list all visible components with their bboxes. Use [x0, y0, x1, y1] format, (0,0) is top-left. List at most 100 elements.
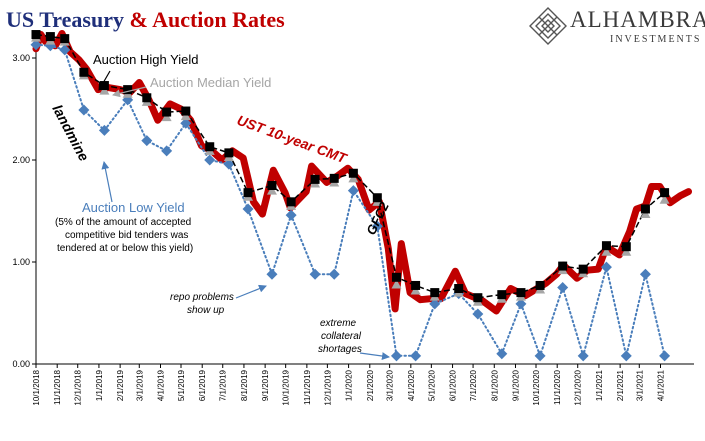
series-layer: [30, 30, 692, 362]
label-median-yield: Auction Median Yield: [150, 75, 271, 90]
point-auction-low-yield: [410, 350, 422, 362]
x-tick-label: 4/1/2020: [407, 369, 416, 401]
x-tick-label: 1/1/2019: [95, 369, 104, 401]
x-tick-label: 11/1/2018: [53, 369, 62, 405]
x-tick-label: 9/1/2020: [511, 369, 520, 401]
x-tick-label: 10/1/2018: [32, 369, 41, 405]
point-auction-high-yield: [640, 204, 650, 214]
arrow-repo-problems: [235, 284, 267, 299]
point-auction-low-yield: [429, 298, 441, 310]
y-tick-label: 1.00: [12, 257, 30, 267]
label-low-note-1: (5% of the amount of accepted: [55, 217, 191, 228]
point-auction-high-yield: [224, 148, 234, 158]
arrow-collateral: [359, 352, 390, 361]
point-auction-high-yield: [621, 242, 631, 252]
label-high-yield: Auction High Yield: [93, 52, 199, 67]
logo-subtitle: INVESTMENTS: [610, 34, 702, 45]
point-auction-high-yield: [31, 30, 41, 40]
point-auction-high-yield: [310, 174, 320, 184]
series-line-auction-low-yield: [35, 43, 666, 360]
label-repo-problems-2: show up: [187, 305, 225, 316]
label-low-note-3: tendered at or below this yield): [57, 243, 193, 254]
x-tick-label: 2/1/2019: [116, 369, 125, 401]
point-auction-low-yield: [59, 44, 71, 56]
point-auction-high-yield: [473, 293, 483, 303]
point-auction-high-yield: [454, 284, 464, 294]
x-tick-label: 3/1/2021: [635, 369, 644, 401]
x-tick-label: 1/1/2021: [595, 369, 604, 401]
x-tick-label: 1/1/2020: [345, 369, 354, 401]
point-auction-low-yield: [98, 124, 110, 136]
x-tick-label: 11/1/2020: [553, 369, 562, 405]
point-auction-low-yield: [141, 135, 153, 147]
alhambra-logo: ALHAMBRA INVESTMENTS: [528, 6, 705, 46]
point-auction-high-yield: [123, 85, 133, 95]
point-auction-high-yield: [329, 173, 339, 183]
point-auction-high-yield: [601, 241, 611, 251]
point-auction-median-yield: [601, 246, 612, 256]
x-tick-label: 6/1/2020: [449, 369, 458, 401]
point-auction-low-yield: [515, 298, 527, 310]
point-auction-median-yield: [180, 111, 191, 121]
point-auction-high-yield: [372, 193, 382, 203]
x-tick-label: 8/1/2020: [490, 369, 499, 401]
x-tick-label: 2/1/2020: [366, 369, 375, 401]
point-auction-low-yield: [371, 220, 383, 232]
point-auction-high-yield: [142, 93, 152, 103]
x-tick-label: 12/1/2019: [323, 369, 332, 405]
label-repo-problems-1: repo problems: [170, 292, 234, 303]
x-tick-label: 7/1/2020: [469, 369, 478, 401]
label-collateral-1: extreme: [320, 318, 357, 329]
series-line-ust-10-year-cmt: [32, 30, 692, 315]
label-low-yield: Auction Low Yield: [82, 200, 185, 215]
y-tick-label: 2.00: [12, 155, 30, 165]
axes: 0.00 1.00 2.00 3.00 10/1/2018 11/1/2018 12/1/2…: [12, 52, 694, 406]
point-auction-low-yield: [347, 185, 359, 197]
point-auction-low-yield: [223, 158, 235, 170]
point-auction-high-yield: [243, 188, 253, 198]
point-auction-low-yield: [204, 154, 216, 166]
point-auction-low-yield: [496, 348, 508, 360]
point-auction-high-yield: [578, 264, 588, 274]
diamond-pattern-icon: [529, 7, 567, 45]
label-low-note-2: competitive bid tenders was: [65, 230, 188, 241]
x-tick-label: 2/1/2021: [616, 369, 625, 401]
arrow-high-yield: [98, 70, 111, 91]
point-auction-high-yield: [45, 32, 55, 42]
point-auction-high-yield: [391, 272, 401, 282]
point-auction-high-yield: [181, 106, 191, 116]
y-tick-label: 3.00: [12, 53, 30, 63]
point-auction-high-yield: [60, 34, 70, 44]
x-tick-label: 10/1/2020: [532, 369, 541, 405]
x-tick-label: 8/1/2019: [240, 369, 249, 401]
point-auction-low-yield: [472, 308, 484, 320]
point-auction-high-yield: [348, 168, 358, 178]
chart-title: US Treasury & Auction Rates: [6, 7, 285, 33]
logo-wordmark: ALHAMBRA: [570, 7, 705, 32]
point-auction-low-yield: [557, 282, 569, 293]
point-auction-low-yield: [577, 350, 589, 362]
point-auction-high-yield: [430, 288, 440, 298]
title-part-us-treasury: US Treasury: [6, 7, 124, 32]
point-auction-high-yield: [286, 197, 296, 207]
point-auction-median-yield: [621, 246, 632, 256]
title-part-auction-rates: & Auction Rates: [129, 7, 285, 32]
x-tick-label: 7/1/2019: [219, 369, 228, 401]
point-auction-high-yield: [516, 288, 526, 298]
point-auction-low-yield: [30, 39, 42, 51]
point-auction-high-yield: [660, 188, 670, 198]
point-auction-low-yield: [266, 268, 278, 280]
x-tick-label: 9/1/2019: [261, 369, 270, 401]
annotations: Auction High Yield Auction Median Yield …: [49, 52, 392, 361]
y-tick-label: 0.00: [12, 359, 30, 369]
point-auction-high-yield: [535, 280, 545, 290]
x-tick-label: 6/1/2019: [198, 369, 207, 401]
label-collateral-3: shortages: [318, 344, 362, 355]
arrow-low-yield: [101, 161, 113, 203]
point-auction-low-yield: [285, 209, 297, 221]
point-auction-median-yield: [410, 285, 421, 295]
x-tick-label: 10/1/2019: [282, 369, 291, 405]
point-auction-low-yield: [659, 350, 671, 362]
point-auction-low-yield: [180, 117, 192, 129]
